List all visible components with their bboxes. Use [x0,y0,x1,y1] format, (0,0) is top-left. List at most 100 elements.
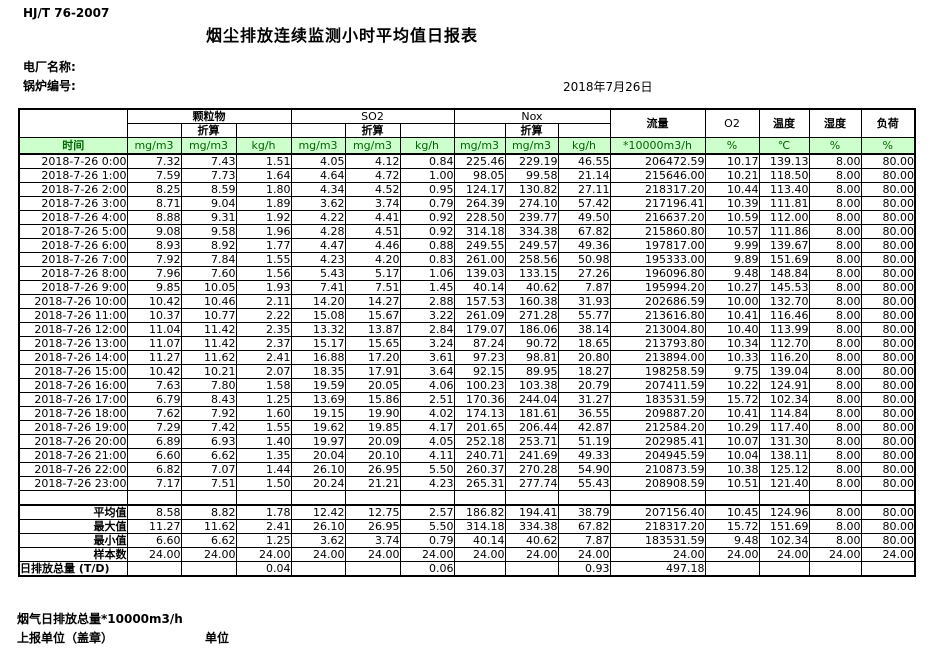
summary-value-cell: 124.96 [758,504,810,520]
value-cell: 46.55 [557,153,611,169]
value-cell: 8.43 [180,392,237,407]
time-cell: 2018-7-26 4:00 [18,210,128,225]
sub-converted-pm: 折算 [180,123,237,138]
value-cell: 3.62 [290,196,346,211]
value-cell: 9.08 [126,224,182,239]
value-cell: 80.00 [860,448,916,463]
value-cell: 2.37 [235,336,292,351]
value-cell: 8.00 [808,378,862,393]
summary-value-cell: 26.10 [290,519,346,534]
value-cell: 80.00 [860,280,916,295]
value-cell: 4.72 [344,168,401,183]
empty-cell [557,490,611,506]
summary-value-cell: 9.48 [704,533,760,548]
value-cell: 206.44 [504,420,559,435]
value-cell: 7.92 [180,406,237,421]
summary-value-cell: 24.00 [758,547,810,562]
value-cell: 4.02 [399,406,455,421]
value-cell: 7.63 [126,378,182,393]
value-cell: 239.77 [504,210,559,225]
value-cell: 80.00 [860,350,916,365]
value-cell: 113.40 [758,182,810,197]
value-cell: 213793.80 [609,336,706,351]
value-cell: 8.00 [808,196,862,211]
summary-row: 平均值 8.58 8.82 1.78 12.42 12.75 2.57 186.82 194.4… [18,504,916,520]
summary-value-cell: 11.27 [126,519,182,534]
sub-blank [126,123,182,138]
value-cell: 10.41 [704,308,760,323]
value-cell: 10.39 [704,196,760,211]
summary-value-cell: 151.69 [758,519,810,534]
time-cell: 2018-7-26 17:00 [18,392,128,407]
summary-value-cell: 6.60 [126,533,182,548]
value-cell: 20.79 [557,378,611,393]
summary-value-cell: 5.50 [399,519,455,534]
value-cell: 252.18 [453,434,506,449]
summary-value-cell: 80.00 [860,533,916,548]
value-cell: 10.42 [126,364,182,379]
value-cell: 270.28 [504,462,559,477]
value-cell: 4.52 [344,182,401,197]
hour-data-row: 2018-7-26 1:00 7.59 7.73 1.64 4.64 4.72 1.00 98… [18,168,916,183]
summary-value-cell: 0.79 [399,533,455,548]
unit-pm-conv-mgm3: mg/m3 [180,137,237,155]
value-cell: 8.00 [808,224,862,239]
value-cell: 80.00 [860,378,916,393]
sub-blank [557,123,611,138]
group-particulate: 颗粒物 [126,108,292,124]
page-title: 烟尘排放连续监测小时平均值日报表 [206,26,479,45]
value-cell: 2.07 [235,364,292,379]
empty-cell [453,490,506,506]
summary-value-cell: 207156.40 [609,504,706,520]
value-cell: 249.55 [453,238,506,253]
value-cell: 40.14 [453,280,506,295]
value-cell: 49.36 [557,238,611,253]
value-cell: 8.00 [808,168,862,183]
value-cell: 202686.59 [609,294,706,309]
value-cell: 265.31 [453,476,506,491]
value-cell: 40.62 [504,280,559,295]
hour-data-row: 2018-7-26 15:00 10.42 10.21 2.07 18.35 17.91 3… [18,364,916,379]
header-humidity: 湿度 [808,108,862,138]
value-cell: 10.21 [180,364,237,379]
value-cell: 2.41 [235,350,292,365]
value-cell: 15.72 [704,392,760,407]
value-cell: 10.37 [126,308,182,323]
value-cell: 225.46 [453,153,506,169]
value-cell: 7.92 [126,252,182,267]
doc-code: HJ/T 76-2007 [23,6,110,20]
summary-value-cell: 12.42 [290,504,346,520]
value-cell: 8.88 [126,210,182,225]
value-cell: 1.44 [235,462,292,477]
value-cell: 8.00 [808,434,862,449]
value-cell: 10.41 [704,406,760,421]
value-cell: 80.00 [860,182,916,197]
value-cell: 27.11 [557,182,611,197]
value-cell: 8.00 [808,406,862,421]
summary-value-cell: 24.00 [180,547,237,562]
value-cell: 0.84 [399,153,455,169]
value-cell: 181.61 [504,406,559,421]
value-cell: 18.65 [557,336,611,351]
value-cell: 8.00 [808,462,862,477]
value-cell: 80.00 [860,420,916,435]
value-cell: 26.95 [344,462,401,477]
report-date: 2018年7月26日 [563,80,653,94]
summary-value-cell: 2.57 [399,504,455,520]
value-cell: 89.95 [504,364,559,379]
summary-value-cell: 26.95 [344,519,401,534]
value-cell: 261.00 [453,252,506,267]
value-cell: 209887.20 [609,406,706,421]
summary-row: 最小值 6.60 6.62 1.25 3.62 3.74 0.79 40.14 40.62 7.8… [18,533,916,548]
value-cell: 118.50 [758,168,810,183]
summary-value-cell: 0.04 [235,561,292,577]
value-cell: 112.70 [758,336,810,351]
summary-value-cell [126,561,182,577]
summary-value-cell [808,561,862,577]
time-header-blank [18,108,128,138]
value-cell: 215860.80 [609,224,706,239]
value-cell: 15.65 [344,336,401,351]
value-cell: 196096.80 [609,266,706,281]
value-cell: 10.51 [704,476,760,491]
value-cell: 124.17 [453,182,506,197]
